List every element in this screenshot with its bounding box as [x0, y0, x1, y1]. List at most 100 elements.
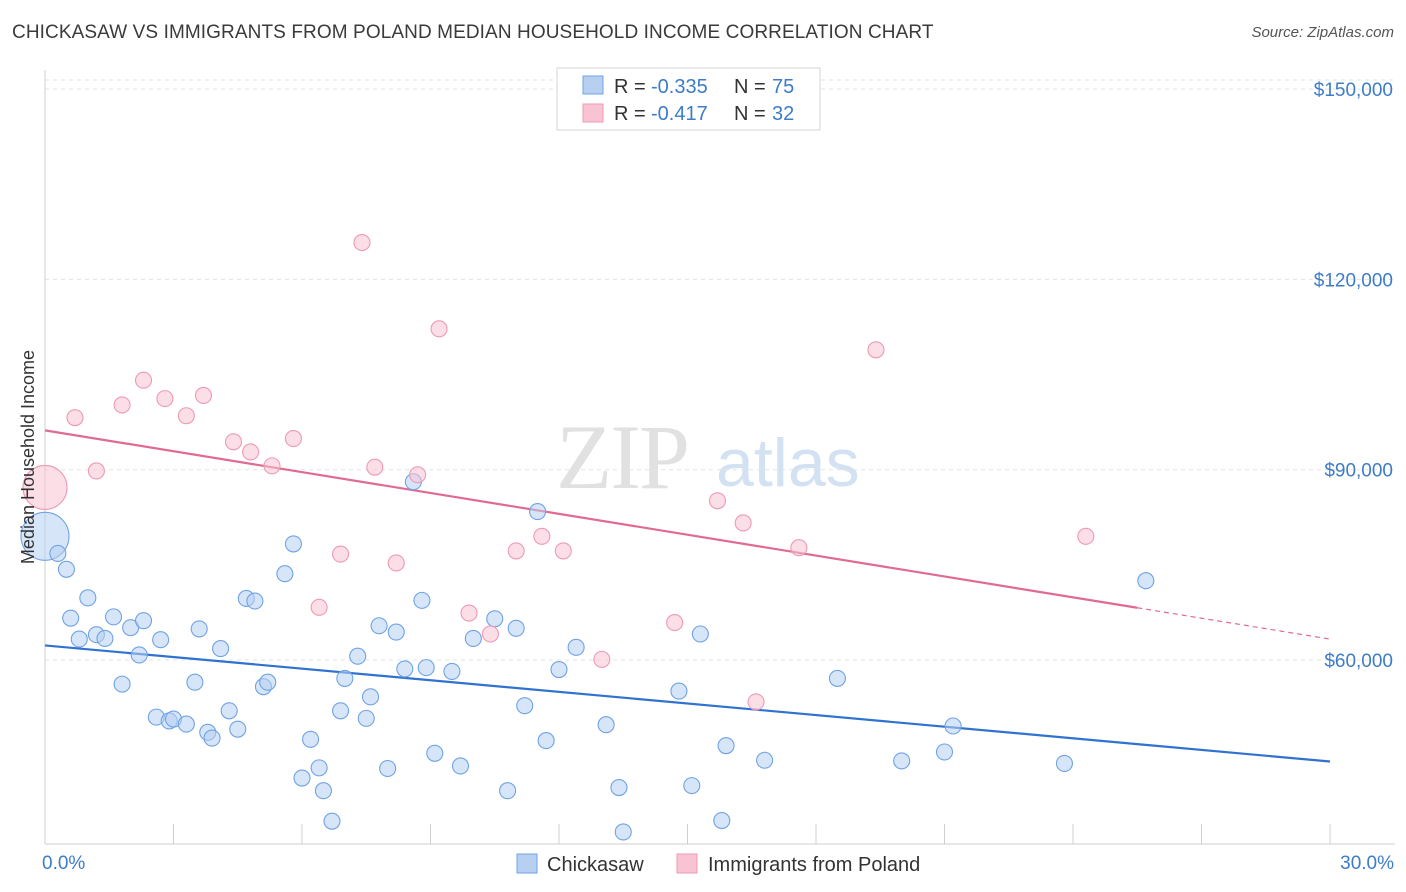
stats-r-value-chickasaw: -0.335	[651, 76, 708, 98]
point-series-0	[387, 623, 405, 641]
stats-n-value-poland: 32	[772, 103, 794, 125]
point-series-0	[379, 759, 397, 778]
point-series-1	[734, 514, 752, 532]
point-series-0	[499, 782, 517, 800]
chart-title: CHICKASAW VS IMMIGRANTS FROM POLAND MEDI…	[12, 22, 934, 43]
point-series-0	[96, 629, 114, 647]
point-series-1	[66, 409, 84, 427]
point-series-1	[331, 545, 350, 563]
axes	[44, 70, 1395, 845]
stats-r-value-poland: -0.417	[651, 103, 708, 125]
point-series-0	[451, 757, 470, 775]
x-tick-label-min: 0.0%	[42, 853, 85, 874]
point-series-0	[670, 682, 688, 700]
point-series-1	[387, 554, 405, 572]
stats-swatch-chickasaw	[582, 75, 604, 95]
point-series-0	[302, 730, 320, 748]
point-series-0	[62, 609, 80, 627]
point-series-0	[550, 660, 568, 679]
point-series-1	[177, 407, 195, 425]
point-series-0	[1137, 572, 1155, 590]
point-series-0	[944, 717, 962, 735]
point-series-1	[554, 542, 572, 560]
grid	[45, 79, 1395, 661]
legend-swatch-chickasaw	[516, 853, 538, 874]
point-series-0	[516, 697, 534, 715]
point-series-1	[194, 386, 213, 405]
point-series-0	[361, 688, 380, 706]
point-series-1	[790, 539, 808, 557]
stats-swatch-poland	[582, 103, 604, 123]
point-series-0	[314, 782, 332, 800]
stats-r-label-poland: R =	[614, 103, 646, 125]
stats-legend: R = -0.335 N = 75 R = -0.417 N = 32	[556, 67, 821, 131]
watermark: ZIP atlas	[556, 406, 860, 508]
y-tick-label: $60,000	[1324, 651, 1393, 672]
point-series-0	[310, 759, 328, 777]
point-series-1	[366, 458, 384, 476]
legend-label-chickasaw: Chickasaw	[547, 854, 644, 876]
point-series-0	[610, 778, 628, 797]
legend-label-poland: Immigrants from Poland	[708, 854, 920, 876]
watermark-atlas: atlas	[716, 425, 860, 501]
point-series-1	[87, 462, 105, 480]
point-series-1	[460, 604, 478, 622]
point-series-0	[186, 673, 204, 691]
point-series-0	[357, 709, 375, 727]
point-series-0	[152, 631, 170, 649]
point-series-0	[57, 560, 75, 578]
point-series-0	[323, 812, 341, 830]
source-label: Source: ZipAtlas.com	[1251, 24, 1394, 41]
point-series-0	[79, 589, 97, 607]
point-series-1	[409, 466, 427, 484]
stats-n-value-chickasaw: 75	[772, 76, 794, 98]
x-ticks	[44, 824, 1331, 844]
point-series-0	[134, 612, 153, 630]
point-series-1	[353, 234, 371, 252]
point-series-0	[284, 535, 302, 553]
y-axis-title: Median Household Income	[18, 350, 38, 564]
point-series-0	[426, 744, 444, 762]
point-series-0	[259, 673, 277, 691]
stats-n-label-chickasaw: N =	[734, 76, 766, 98]
point-series-0	[177, 715, 195, 733]
point-series-0	[293, 769, 311, 787]
stats-r-label-chickasaw: R =	[614, 76, 646, 98]
point-series-0	[828, 669, 846, 687]
point-series-1	[430, 320, 448, 338]
data-points	[20, 234, 1155, 841]
point-series-1	[593, 650, 611, 668]
point-series-1	[113, 396, 131, 414]
trend-lines	[44, 429, 1331, 763]
point-series-1	[481, 625, 500, 643]
point-series-0	[683, 777, 701, 795]
point-series-1	[867, 341, 885, 359]
point-series-0	[691, 625, 709, 643]
point-series-0	[507, 619, 525, 637]
point-series-0	[893, 752, 911, 770]
point-series-0	[220, 702, 238, 720]
point-series-0	[276, 565, 294, 583]
x-tick-label-max: 30.0%	[1340, 853, 1394, 874]
point-series-1	[747, 693, 765, 711]
point-series-1	[134, 371, 153, 389]
point-series-1	[1077, 527, 1095, 545]
series-legend: Chickasaw Immigrants from Poland	[516, 853, 920, 876]
point-series-0	[331, 702, 350, 720]
point-series-0	[370, 617, 388, 635]
point-series-0	[212, 640, 230, 658]
y-tick-label: $120,000	[1314, 270, 1393, 291]
watermark-zip: ZIP	[556, 406, 688, 508]
point-series-0	[417, 659, 435, 677]
point-series-0	[537, 732, 555, 750]
point-series-0	[70, 630, 88, 648]
point-series-0	[190, 620, 208, 638]
point-series-0	[203, 729, 221, 747]
point-series-0	[464, 629, 482, 647]
y-tick-label: $150,000	[1314, 80, 1393, 101]
point-series-0	[597, 716, 615, 734]
point-series-0	[396, 660, 414, 678]
point-series-0	[486, 610, 504, 628]
point-series-0	[413, 591, 431, 609]
point-series-0	[756, 751, 774, 769]
